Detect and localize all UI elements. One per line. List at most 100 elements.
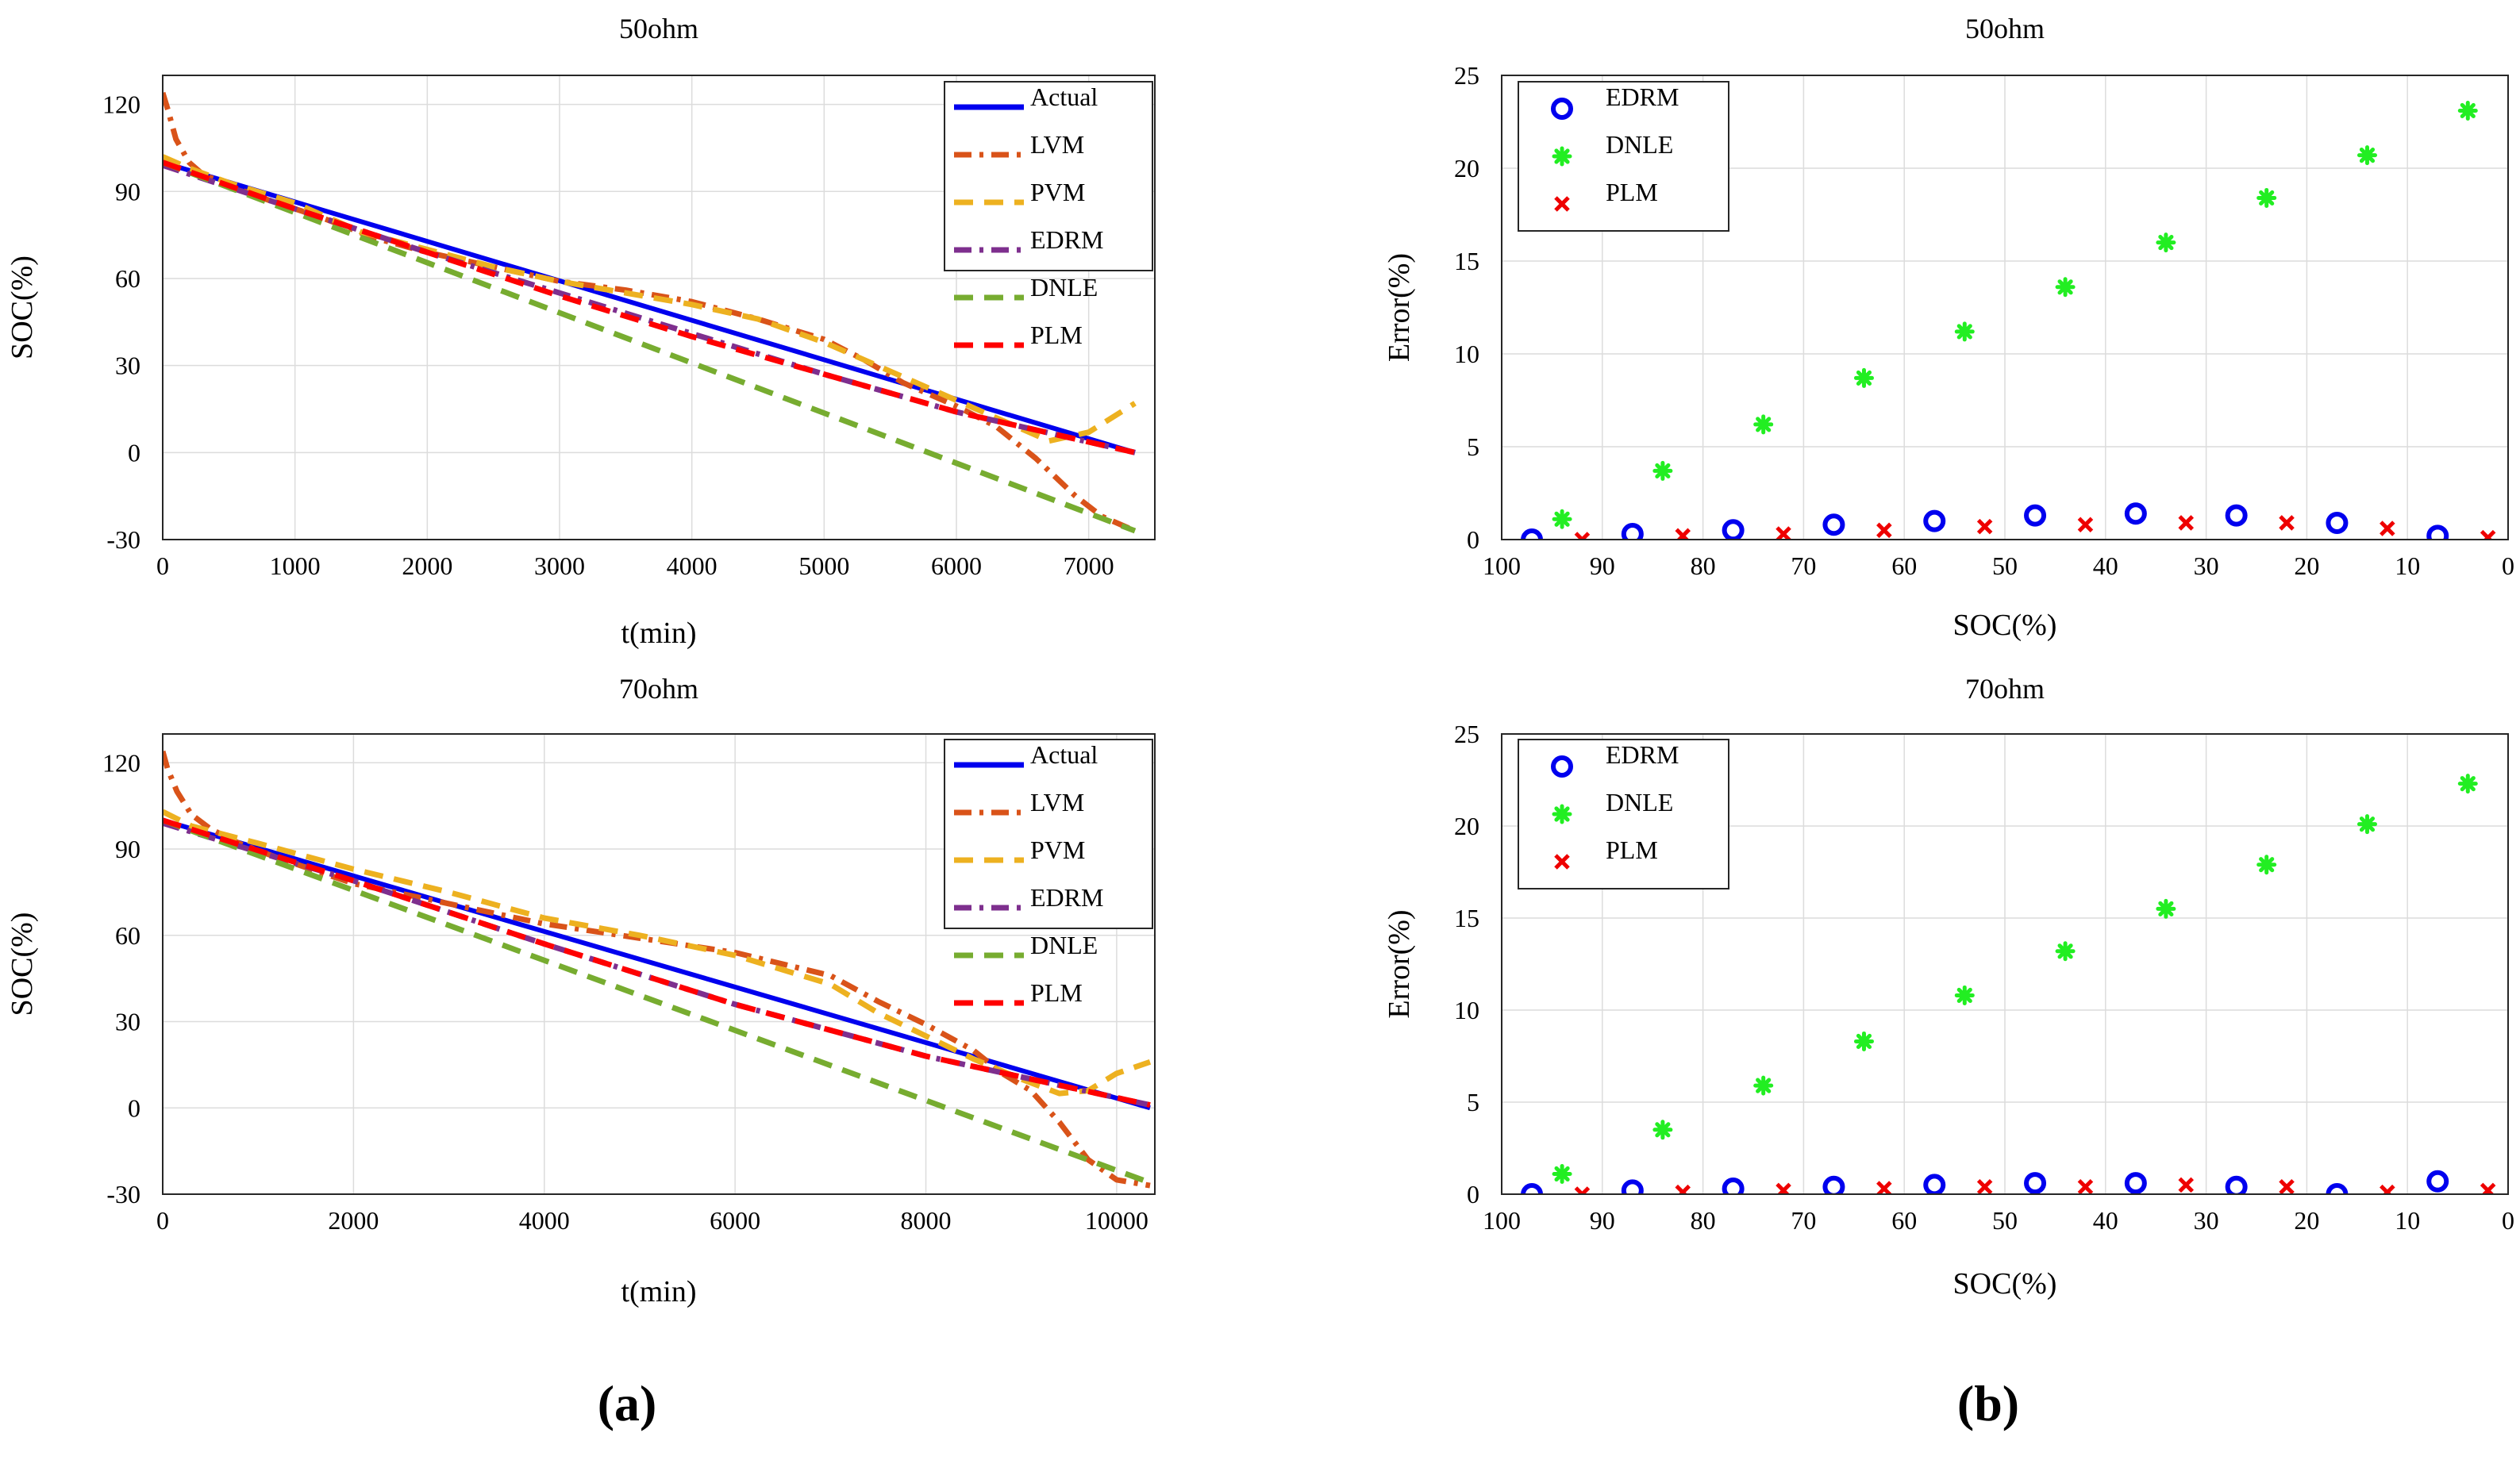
x-tick-label: 6000 <box>931 551 982 580</box>
series-line-dnle <box>163 159 1137 534</box>
legend-swatch <box>1551 755 1573 778</box>
legend-label: DNLE <box>1606 788 1673 816</box>
data-point-dnle <box>1552 1163 1572 1184</box>
legend-swatch <box>1552 146 1572 167</box>
data-point-dnle <box>1753 414 1774 435</box>
x-tick-label: 0 <box>156 1206 169 1235</box>
legend-label: PLM <box>1030 321 1083 349</box>
y-tick-label: 0 <box>1467 525 1479 554</box>
series-line-lvm <box>163 750 1151 1189</box>
y-tick-label: 0 <box>128 438 140 467</box>
data-point-plm <box>2178 1177 2195 1193</box>
y-tick-label: -30 <box>106 1180 140 1208</box>
legend-label: EDRM <box>1606 740 1679 769</box>
legend-item-lvm: LVM <box>954 130 1084 159</box>
x-tick-label: 20 <box>2294 1206 2319 1235</box>
data-point-plm <box>2279 515 2295 531</box>
y-tick-label: 5 <box>1467 1088 1479 1116</box>
chart-title: 50ohm <box>619 13 698 44</box>
y-tick-label: 60 <box>115 264 140 293</box>
data-point-edrm <box>2024 1172 2047 1194</box>
legend-item-plm: PLM <box>954 978 1083 1007</box>
data-point-plm <box>1876 522 1892 539</box>
data-point-edrm <box>2225 504 2248 527</box>
legend-item-dnle: DNLE <box>954 931 1098 959</box>
legend-item-edrm: EDRM <box>954 883 1103 912</box>
legend: Actual LVM PVM EDRM DNLE PLM <box>944 739 1153 1007</box>
chart-a2: 0 2000 4000 6000 8000 10000 -30 0 30 60 90 120 70ohm… <box>6 673 1156 1308</box>
legend-item-plm: PLM <box>1554 836 1658 870</box>
data-point-plm <box>1776 1182 1791 1194</box>
data-point-plm <box>1675 1184 1691 1194</box>
series-line-plm <box>163 817 1151 1108</box>
y-tick-label: 20 <box>1454 154 1479 182</box>
x-tick-label: 70 <box>1791 1206 1816 1235</box>
data-point-plm <box>2480 1182 2496 1194</box>
data-point-edrm <box>2024 504 2047 527</box>
data-point-dnle <box>2457 100 2478 121</box>
legend-label: PVM <box>1030 836 1085 864</box>
legend-box <box>944 739 1153 929</box>
data-point-dnle <box>1753 1075 1774 1096</box>
x-tick-label: 50 <box>1992 1206 2018 1235</box>
x-tick-label: 20 <box>2294 551 2319 580</box>
y-tick-label: 25 <box>1454 720 1479 748</box>
subfigure-label-a: (a) <box>598 1375 657 1431</box>
data-point-plm <box>2380 1184 2395 1194</box>
x-tick-label: 0 <box>2502 1206 2514 1235</box>
y-tick-label: 5 <box>1467 432 1479 461</box>
data-point-edrm <box>1521 528 1544 540</box>
data-point-edrm <box>2326 511 2349 534</box>
legend-item-dnle: DNLE <box>954 273 1098 302</box>
series-line-actual <box>163 159 1136 455</box>
y-tick-label: 0 <box>1467 1180 1479 1208</box>
x-axis-label: SOC(%) <box>1953 609 2057 642</box>
data-point-plm <box>2380 521 2395 536</box>
chart-title: 70ohm <box>1965 673 2045 705</box>
data-point-dnle <box>1853 1031 1874 1051</box>
data-point-dnle <box>2356 145 2377 166</box>
data-point-edrm <box>2124 1172 2147 1194</box>
plot-frame <box>162 75 1156 540</box>
x-tick-label: 10 <box>2395 1206 2420 1235</box>
data-point-plm <box>1675 528 1691 540</box>
y-axis-label: Error(%) <box>1383 253 1416 362</box>
data-point-dnle <box>2055 941 2076 962</box>
data-point-edrm <box>2426 1170 2449 1193</box>
data-point-plm <box>2077 1178 2094 1194</box>
data-point-edrm <box>1923 509 1946 532</box>
data-point-dnle <box>2055 277 2076 298</box>
series-line-pvm <box>163 154 1137 444</box>
legend-box <box>944 81 1153 271</box>
x-tick-label: 60 <box>1891 551 1917 580</box>
legend-item-edrm: EDRM <box>1551 740 1679 778</box>
x-tick-label: 90 <box>1590 1206 1615 1235</box>
legend-item-lvm: LVM <box>954 788 1084 816</box>
chart-title: 70ohm <box>619 673 698 705</box>
series-line-plm <box>163 159 1136 455</box>
data-point-plm <box>2480 529 2496 540</box>
legend-label: DNLE <box>1030 931 1098 959</box>
x-tick-label: 2000 <box>402 551 452 580</box>
y-tick-label: 10 <box>1454 340 1479 368</box>
y-tick-label: 25 <box>1454 61 1479 90</box>
subfigure-label-b: (b) <box>1957 1375 2019 1431</box>
x-tick-label: 30 <box>2194 1206 2219 1235</box>
x-axis-label: SOC(%) <box>1953 1267 2057 1301</box>
y-tick-label: 30 <box>115 1008 140 1036</box>
x-tick-label: 6000 <box>710 1206 760 1235</box>
data-point-edrm <box>1521 1183 1544 1194</box>
legend-label: DNLE <box>1030 273 1098 302</box>
legend-swatch <box>1554 854 1570 870</box>
data-point-plm <box>1574 1186 1591 1194</box>
data-point-plm <box>1574 532 1591 540</box>
x-tick-label: 0 <box>156 551 169 580</box>
x-tick-label: 30 <box>2194 551 2219 580</box>
data-point-dnle <box>1853 367 1874 388</box>
legend-item-plm: PLM <box>1554 178 1658 212</box>
y-tick-label: 10 <box>1454 996 1479 1024</box>
data-point-edrm <box>1621 1179 1644 1194</box>
x-tick-label: 10 <box>2395 551 2420 580</box>
x-tick-label: 2000 <box>328 1206 379 1235</box>
